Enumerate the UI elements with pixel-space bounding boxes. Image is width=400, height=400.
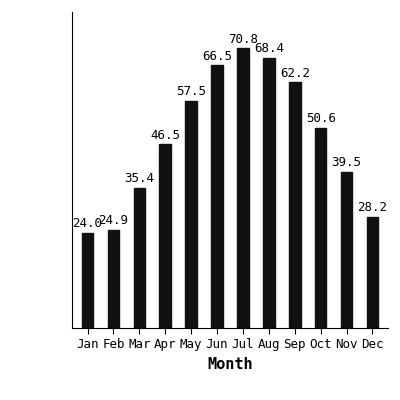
Text: 39.5: 39.5 bbox=[332, 156, 362, 169]
Bar bbox=[108, 230, 119, 328]
Bar bbox=[263, 58, 275, 328]
Text: 24.9: 24.9 bbox=[98, 214, 128, 227]
Text: 57.5: 57.5 bbox=[176, 85, 206, 98]
Bar bbox=[367, 217, 378, 328]
Bar bbox=[289, 82, 300, 328]
Bar bbox=[315, 128, 326, 328]
Text: 68.4: 68.4 bbox=[254, 42, 284, 55]
Bar bbox=[341, 172, 352, 328]
Bar bbox=[134, 188, 145, 328]
Bar bbox=[211, 65, 223, 328]
Bar bbox=[185, 101, 197, 328]
Text: 66.5: 66.5 bbox=[202, 50, 232, 62]
Text: 28.2: 28.2 bbox=[358, 201, 388, 214]
Bar bbox=[82, 233, 93, 328]
Bar bbox=[160, 144, 171, 328]
Text: 35.4: 35.4 bbox=[124, 172, 154, 186]
Bar bbox=[237, 48, 249, 328]
Text: 62.2: 62.2 bbox=[280, 66, 310, 80]
Text: 46.5: 46.5 bbox=[150, 128, 180, 142]
Text: 70.8: 70.8 bbox=[228, 32, 258, 46]
Text: 50.6: 50.6 bbox=[306, 112, 336, 125]
X-axis label: Month: Month bbox=[207, 357, 253, 372]
Text: 24.0: 24.0 bbox=[72, 218, 102, 230]
